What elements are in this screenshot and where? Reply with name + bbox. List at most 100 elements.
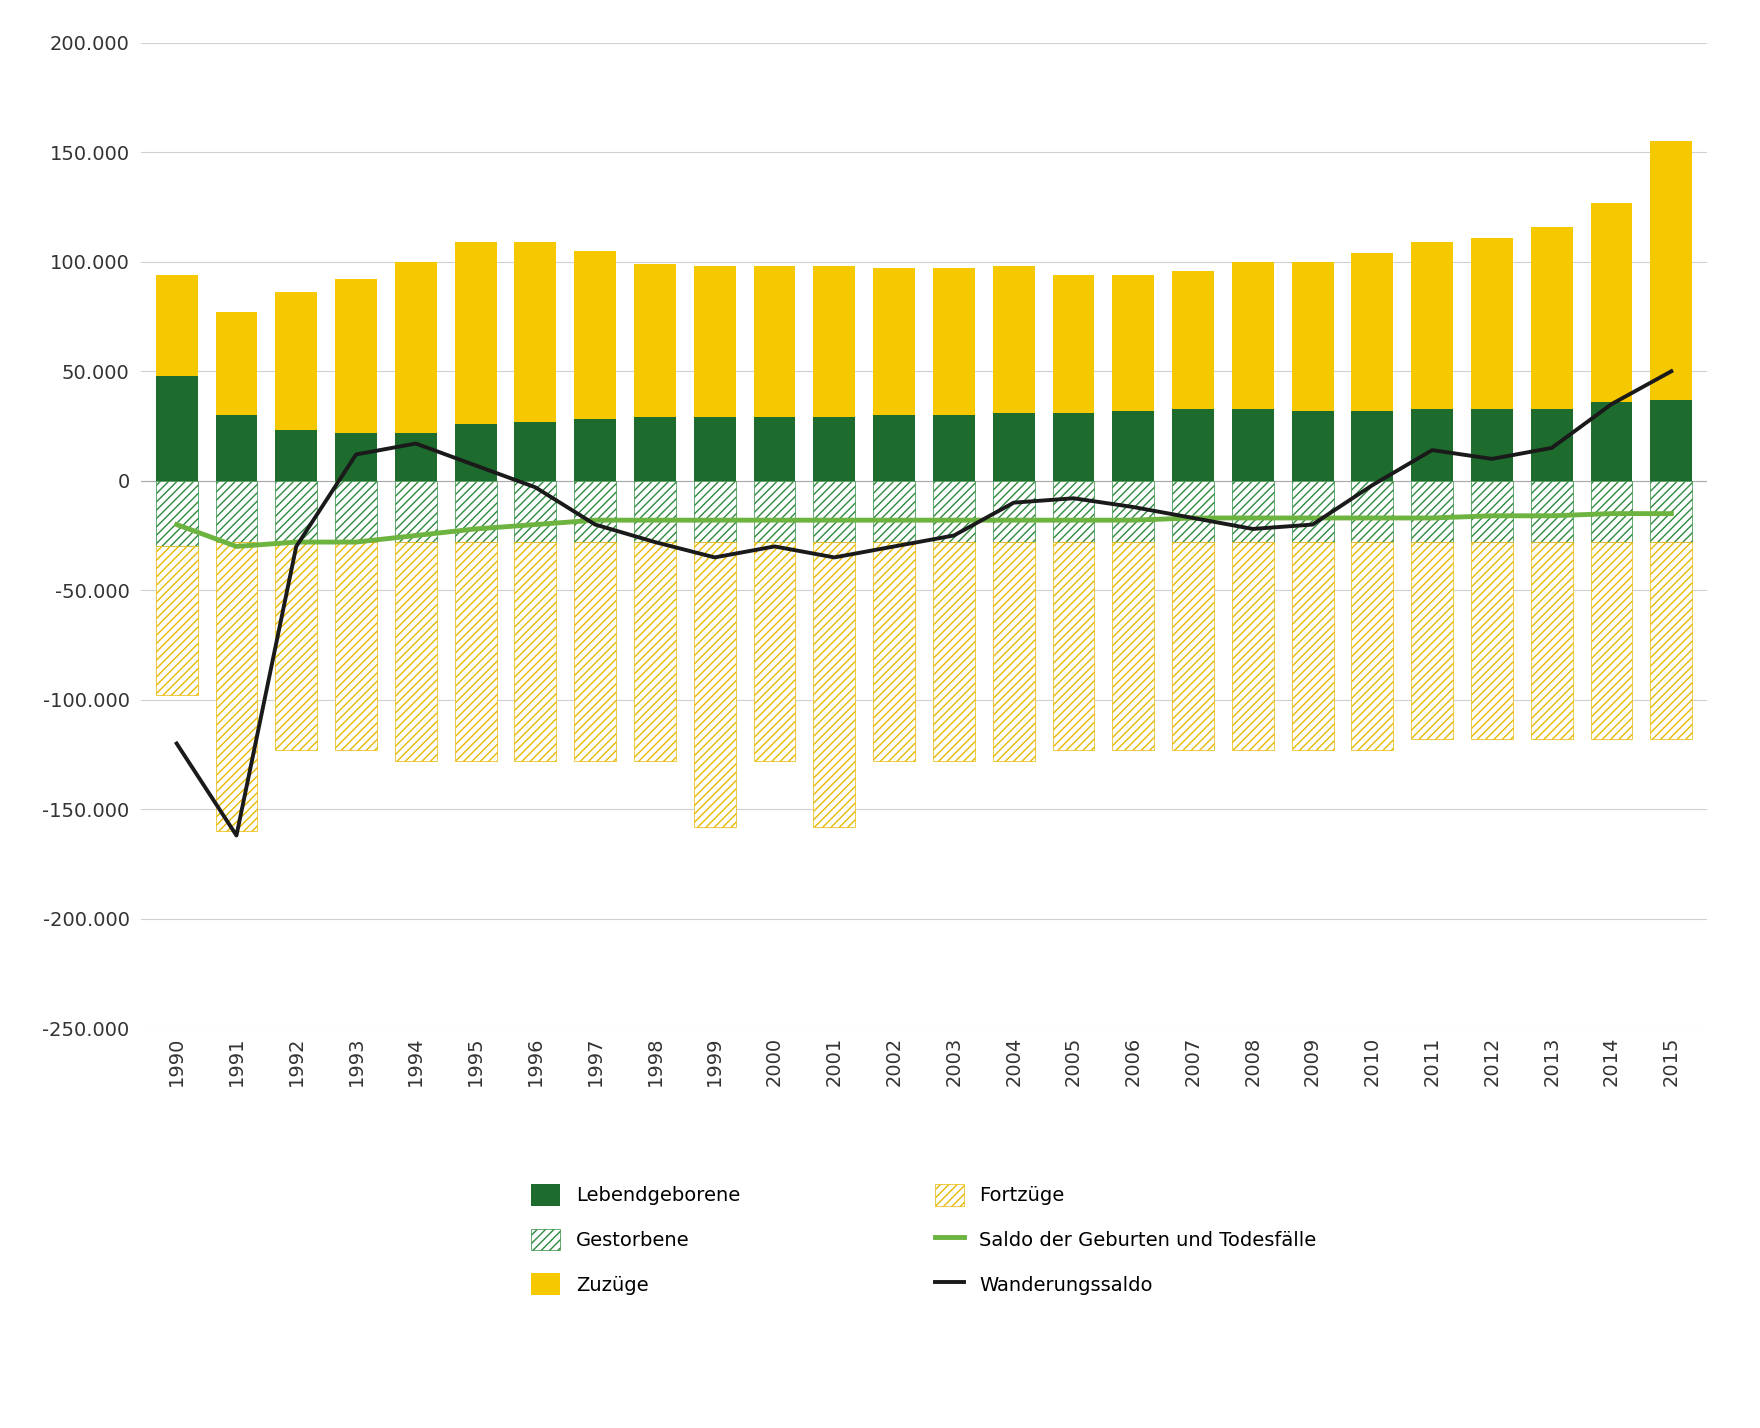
Bar (993, 543, 1035, 761)
Wanderungssaldo (584, 516, 605, 533)
Bar (813, 543, 855, 827)
Bar (1052, 481, 1095, 543)
Saldo der Geburten und Todesfälle (1003, 511, 1024, 528)
Saldo der Geburten und Todesfälle (225, 538, 246, 555)
Bar (454, 424, 496, 481)
Bar (1232, 481, 1274, 543)
Bar (1471, 408, 1514, 481)
Bar (1471, 543, 1514, 740)
Bar (753, 543, 796, 761)
Saldo der Geburten und Todesfälle (1183, 510, 1204, 527)
Saldo der Geburten und Todesfälle (704, 511, 725, 528)
Bar (1531, 543, 1573, 740)
Saldo der Geburten und Todesfälle (1661, 506, 1683, 523)
Bar (1531, 408, 1573, 481)
Bar (275, 430, 317, 481)
Bar (993, 266, 1035, 413)
Saldo der Geburten und Todesfälle (584, 511, 605, 528)
Bar (813, 481, 855, 543)
Bar (1591, 543, 1633, 740)
Bar (155, 376, 197, 481)
Bar (215, 543, 257, 831)
Saldo der Geburten und Todesfälle (1243, 510, 1264, 527)
Wanderungssaldo (1003, 494, 1024, 511)
Saldo der Geburten und Todesfälle (285, 534, 306, 551)
Saldo der Geburten und Todesfälle (824, 511, 845, 528)
Bar (1591, 481, 1633, 543)
Saldo der Geburten und Todesfälle (1123, 511, 1144, 528)
Bar (1471, 237, 1514, 408)
Bar (454, 243, 496, 424)
Bar (1292, 411, 1334, 481)
Bar (1352, 481, 1394, 543)
Bar (873, 416, 915, 481)
Bar (933, 268, 975, 416)
Saldo der Geburten und Todesfälle (345, 534, 366, 551)
Bar (1352, 253, 1394, 411)
Bar (1651, 481, 1693, 543)
Wanderungssaldo (1243, 520, 1264, 537)
Bar (1531, 227, 1573, 408)
Bar (215, 481, 257, 543)
Wanderungssaldo (1183, 510, 1204, 527)
Bar (334, 280, 377, 433)
Bar (1112, 411, 1155, 481)
Wanderungssaldo (405, 436, 426, 453)
Bar (993, 413, 1035, 481)
Bar (275, 543, 317, 750)
Bar (215, 313, 257, 416)
Wanderungssaldo (1422, 441, 1443, 458)
Bar (454, 481, 496, 543)
Bar (873, 268, 915, 416)
Bar (1232, 261, 1274, 408)
Bar (813, 266, 855, 417)
Bar (1232, 408, 1274, 481)
Saldo der Geburten und Todesfälle (1063, 511, 1084, 528)
Saldo der Geburten und Todesfälle (405, 527, 426, 544)
Saldo der Geburten und Todesfälle (943, 511, 964, 528)
Legend: Lebendgeborene, Gestorbene, Zuzüge, Fortzüge, Saldo der Geburten und Todesfälle,: Lebendgeborene, Gestorbene, Zuzüge, Fort… (512, 1165, 1336, 1314)
Bar (1651, 400, 1693, 481)
Bar (1412, 408, 1454, 481)
Bar (1292, 481, 1334, 543)
Bar (1352, 411, 1394, 481)
Bar (753, 266, 796, 417)
Wanderungssaldo (165, 735, 187, 753)
Saldo der Geburten und Todesfälle (644, 511, 665, 528)
Wanderungssaldo (1362, 477, 1383, 494)
Bar (1172, 408, 1214, 481)
Bar (693, 543, 736, 827)
Bar (753, 417, 796, 481)
Bar (514, 481, 556, 543)
Wanderungssaldo (285, 538, 306, 555)
Bar (1172, 270, 1214, 408)
Saldo der Geburten und Todesfälle (165, 516, 187, 533)
Bar (693, 417, 736, 481)
Bar (394, 543, 436, 761)
Bar (1651, 543, 1693, 740)
Bar (634, 264, 676, 417)
Bar (993, 481, 1035, 543)
Bar (693, 266, 736, 417)
Saldo der Geburten und Todesfälle (764, 511, 785, 528)
Wanderungssaldo (225, 827, 246, 844)
Wanderungssaldo (644, 534, 665, 551)
Bar (693, 481, 736, 543)
Bar (334, 481, 377, 543)
Bar (574, 543, 616, 761)
Saldo der Geburten und Todesfälle (884, 511, 905, 528)
Bar (454, 543, 496, 761)
Wanderungssaldo (1482, 450, 1503, 467)
Bar (1112, 481, 1155, 543)
Bar (933, 416, 975, 481)
Saldo der Geburten und Todesfälle (1602, 506, 1623, 523)
Bar (1172, 543, 1214, 750)
Bar (215, 416, 257, 481)
Bar (1112, 276, 1155, 411)
Wanderungssaldo (465, 457, 486, 474)
Bar (873, 481, 915, 543)
Bar (1172, 481, 1214, 543)
Bar (1412, 243, 1454, 408)
Bar (514, 243, 556, 421)
Wanderungssaldo (1302, 516, 1324, 533)
